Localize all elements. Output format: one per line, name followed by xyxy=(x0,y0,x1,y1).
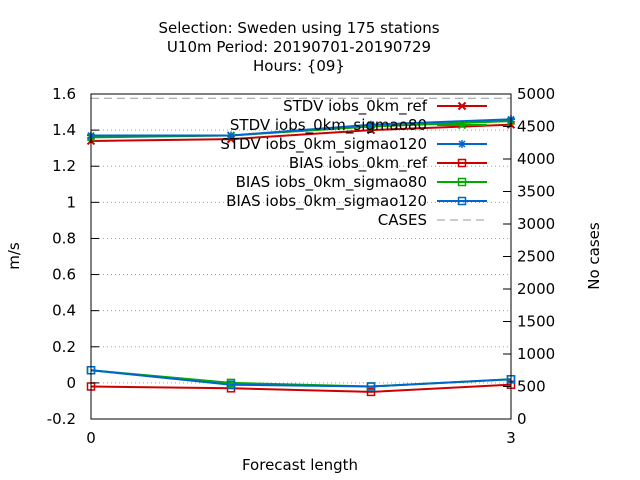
series-line xyxy=(90,369,512,388)
y-tick-label: 1.4 xyxy=(52,121,76,139)
y2-tick-label: 3000 xyxy=(517,215,555,233)
data-point xyxy=(366,387,376,397)
legend-label: STDV iobs_0km_sigmao80 xyxy=(230,116,427,135)
y-tick-label: 0.6 xyxy=(52,266,76,284)
y2-tick-label: 3500 xyxy=(517,183,555,201)
y-tick-label: 0.2 xyxy=(52,338,76,356)
legend-label: STDV iobs_0km_ref xyxy=(283,97,428,116)
y2-tick-label: 1000 xyxy=(517,345,555,363)
y2-tick-label: 2000 xyxy=(517,280,555,298)
title-line-2: U10m Period: 20190701-20190729 xyxy=(167,38,431,56)
legend-marker xyxy=(457,101,467,111)
y2-tick-label: 2500 xyxy=(517,248,555,266)
legend-marker xyxy=(457,120,467,130)
y-tick-label: 0.4 xyxy=(52,302,76,320)
x-tick-label: 0 xyxy=(86,429,96,447)
y2-tick-label: 4500 xyxy=(517,118,555,136)
y2-axis-ticks: 0 500 1000 1500 2000 2500 3000 3500 4000 4500 5000 xyxy=(503,85,555,428)
y2-tick-label: 0 xyxy=(517,410,527,428)
legend-label: BIAS iobs_0km_ref xyxy=(289,154,428,173)
y-axis-ticks: -0.2 0 0.2 0.4 0.6 0.8 1 1.2 1.4 1.6 xyxy=(47,85,99,428)
y2-tick-label: 4000 xyxy=(517,150,555,168)
title-svg: Selection: Sweden using 175 stations U10… xyxy=(158,19,439,75)
series-5 xyxy=(86,366,516,391)
title-line-3: Hours: {09} xyxy=(253,57,345,75)
y-tick-label: 1.2 xyxy=(52,157,76,175)
y-tick-label: 1.6 xyxy=(52,85,76,103)
y-axis-label: m/s xyxy=(5,242,23,270)
data-point xyxy=(367,120,375,129)
y2-tick-label: 500 xyxy=(517,378,546,396)
legend-marker xyxy=(457,196,467,206)
x-tick-label: 3 xyxy=(506,429,516,447)
legend-label: CASES xyxy=(378,211,427,229)
y2-axis-label: No cases xyxy=(585,222,603,290)
series-line xyxy=(90,123,512,142)
y-tick-label: -0.2 xyxy=(47,410,76,428)
series-line xyxy=(91,118,512,137)
x-axis-label: Forecast length xyxy=(242,456,358,474)
legend-label: BIAS iobs_0km_sigmao80 xyxy=(236,173,427,192)
data-point xyxy=(226,380,236,389)
data-point xyxy=(227,131,235,140)
y2-tick-label: 1500 xyxy=(517,313,555,331)
y2-tick-label: 5000 xyxy=(517,85,555,103)
title-line-1: Selection: Sweden using 175 stations xyxy=(158,19,439,37)
y-tick-label: 1 xyxy=(66,193,76,211)
y-tick-label: 0.8 xyxy=(52,229,76,247)
series-line xyxy=(90,369,512,388)
legend-label: STDV iobs_0km_sigmao120 xyxy=(220,135,427,154)
legend-label: BIAS iobs_0km_sigmao120 xyxy=(226,192,427,211)
series-line xyxy=(90,383,512,393)
data-point xyxy=(366,382,376,391)
y-tick-label: 0 xyxy=(66,374,76,392)
legend-marker xyxy=(458,140,466,148)
legend-marker xyxy=(457,158,467,168)
legend-marker xyxy=(457,177,467,187)
